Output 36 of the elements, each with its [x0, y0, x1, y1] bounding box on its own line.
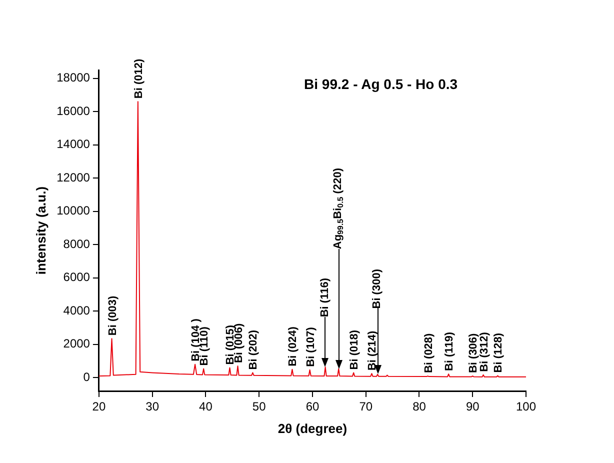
x-tick-label: 60 [306, 400, 320, 414]
x-tick-label: 20 [92, 400, 106, 414]
annotation: Bi (202) [248, 330, 260, 370]
annotation: Bi (028) [422, 332, 435, 374]
x-axis-title: 2θ (degree) [278, 420, 348, 436]
annotation: Bi (214) [366, 330, 379, 371]
annotation: Bi (300) [371, 268, 384, 308]
y-tick-label: 16000 [56, 104, 90, 118]
chart-title: Bi 99.2 - Ag 0.5 - Ho 0.3 [304, 76, 458, 92]
x-tick-label: 70 [359, 400, 373, 414]
y-tick-label: 4000 [63, 303, 90, 318]
y-tick-label: 0 [83, 370, 90, 384]
annotation: Bi (312) [478, 332, 490, 372]
x-tick-label: 80 [412, 400, 426, 414]
annotation: Bi (119) [444, 332, 456, 372]
x-tick-label: 50 [252, 400, 266, 414]
annotation: Bi (128) [492, 332, 505, 373]
annotation: Bi (306) [468, 332, 480, 374]
x-tick-label: 40 [199, 400, 213, 414]
x-tick-label: 90 [466, 400, 480, 414]
annotation: Bi (116) [318, 278, 331, 318]
annotation: Bi (012) [132, 58, 145, 99]
y-tick-label: 18000 [56, 70, 90, 85]
annotation: Bi (024) [287, 326, 300, 366]
y-tick-label: 6000 [63, 270, 90, 284]
y-tick-label: 2000 [63, 336, 90, 351]
y-tick-label: 12000 [56, 170, 90, 184]
x-tick-label: 100 [516, 400, 536, 414]
y-tick-label: 8000 [63, 236, 90, 251]
y-axis-title: intensity (a.u.) [33, 186, 48, 275]
annotation: Bi (003) [106, 296, 119, 336]
annotation: Bi (018) [348, 330, 361, 370]
x-tick-label: 30 [146, 400, 160, 414]
y-tick-label: 10000 [56, 204, 90, 218]
y-tick-label: 14000 [56, 137, 90, 152]
annotation: Bi (107) [304, 326, 317, 367]
